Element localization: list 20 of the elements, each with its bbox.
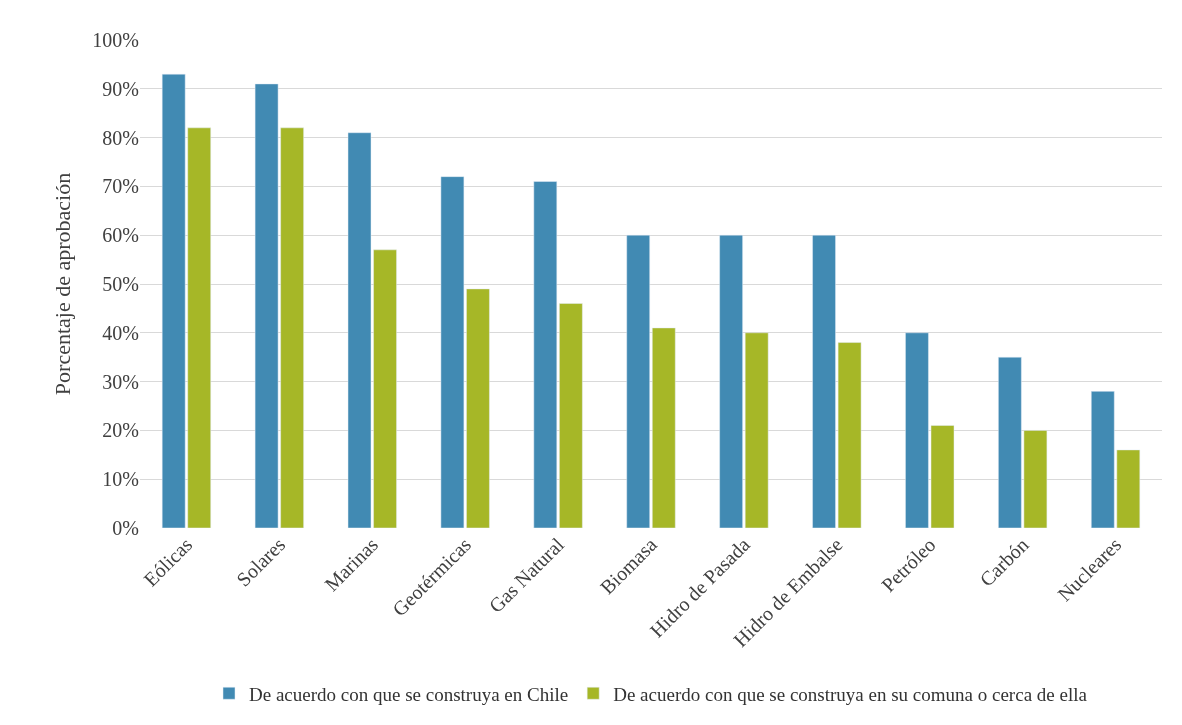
y-axis-title: Porcentaje de aprobación (50, 172, 76, 396)
y-tick-label: 90% (102, 77, 139, 100)
y-tick-label: 30% (102, 370, 139, 393)
bar (719, 234, 743, 528)
y-tick-label: 0% (112, 517, 139, 539)
y-tick-label: 20% (102, 419, 139, 442)
bar (652, 327, 676, 528)
bar (626, 234, 650, 528)
y-tick-label: 70% (102, 175, 139, 198)
y-tick-label: 10% (102, 468, 139, 491)
legend-label: De acuerdo con que se construya en Chile (249, 683, 569, 705)
y-tick-label: 50% (102, 273, 139, 295)
bar (533, 181, 558, 528)
legend-label: De acuerdo con que se construya en su comuna o cerca de ella (613, 683, 1088, 705)
y-tick-label: 60% (102, 224, 139, 247)
y-tick-label: 80% (102, 126, 139, 149)
y-tick-label: 100% (92, 29, 139, 51)
bar (744, 332, 769, 528)
bar (559, 303, 583, 528)
y-tick-label: 40% (102, 321, 139, 344)
